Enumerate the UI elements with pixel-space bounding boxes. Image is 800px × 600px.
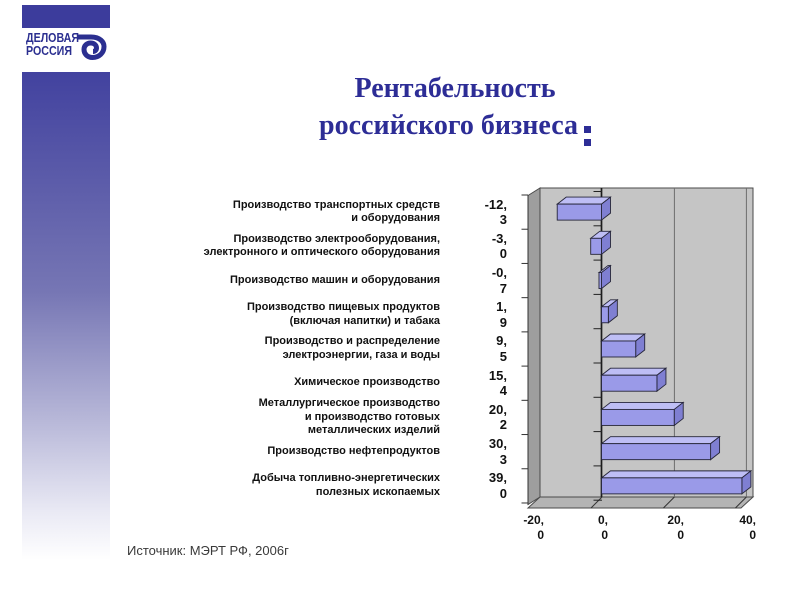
floor-tick-40 — [735, 496, 747, 509]
value-label: 30, 3 — [488, 436, 507, 467]
value-label: 1, 9 — [496, 299, 507, 330]
source-note: Источник: МЭРТ РФ, 2006г — [127, 543, 289, 558]
category-label: Производство машин и оборудования — [230, 273, 440, 286]
category-axis-ticks — [521, 191, 602, 504]
sidebar-accent-bar — [22, 72, 110, 560]
bar — [601, 408, 675, 426]
value-label: 9, 5 — [496, 333, 507, 364]
x-axis-tick-label: -20, 0 — [523, 513, 544, 542]
category-label: Производство транспортных средств и обор… — [232, 198, 440, 225]
logo-text-line1: ДЕЛОВАЯ — [26, 30, 80, 45]
plot-floor — [526, 496, 755, 509]
bar-top-face — [600, 436, 721, 445]
bar — [601, 443, 712, 461]
slide-title: Рентабельность российского бизнеса — [230, 70, 680, 147]
category-label: Производство пищевых продуктов (включая … — [246, 301, 440, 327]
value-label: 15, 4 — [488, 367, 507, 399]
x-axis-tick-label: 40, 0 — [739, 513, 756, 542]
category-labels-column: Производство транспортных средств и обор… — [120, 195, 440, 503]
category-label: Производство и распределение электроэнер… — [264, 335, 440, 361]
value-label: 20, 2 — [488, 401, 507, 433]
bar-top-face — [600, 367, 668, 376]
delovaya-rossiya-d-icon — [75, 30, 109, 67]
floor-tick-20 — [663, 496, 675, 509]
x-axis-tick-label: 20, 0 — [667, 513, 684, 542]
logo-text: ДЕЛОВАЯ РОССИЯ — [26, 30, 80, 58]
value-label: -12, 3 — [484, 196, 507, 228]
bar — [598, 272, 602, 289]
slide-title-line1: Рентабельность — [354, 73, 556, 104]
value-label: 39, 0 — [488, 470, 507, 501]
category-label: Металлургическое производство и производ… — [258, 397, 440, 437]
value-label: -3, 0 — [491, 230, 507, 262]
category-label: Производство нефтепродуктов — [267, 444, 440, 457]
bar — [601, 374, 658, 392]
logo-text-line2: РОССИЯ — [26, 42, 72, 58]
bar — [556, 203, 602, 221]
category-label: Химическое производство — [294, 376, 440, 389]
floor-tick-0 — [590, 496, 603, 509]
category-label: Добыча топливно-энергетических полезных … — [252, 472, 440, 498]
bar — [601, 477, 743, 495]
x-axis-tick-label: 0, 0 — [597, 513, 608, 542]
logo: ДЕЛОВАЯ РОССИЯ — [22, 28, 110, 72]
slide-title-line2: российского бизнеса — [230, 107, 680, 147]
bar-top-face — [600, 401, 685, 410]
value-labels-column: -12, 3 -3, 0 -0, 7 1, 9 9, 5 15, 4 20, 2 30, 3 3… — [440, 195, 507, 503]
plot-side-wall — [527, 187, 541, 506]
bar — [601, 340, 637, 358]
bar-top-face — [600, 470, 753, 479]
square-colon-glyph — [583, 126, 591, 146]
bar — [601, 306, 609, 324]
bar — [590, 237, 602, 255]
bars-group — [555, 196, 753, 495]
value-label: -0, 7 — [491, 265, 507, 296]
category-label: Производство электрооборудования, электр… — [203, 232, 440, 259]
sidebar-accent-top — [22, 5, 110, 28]
